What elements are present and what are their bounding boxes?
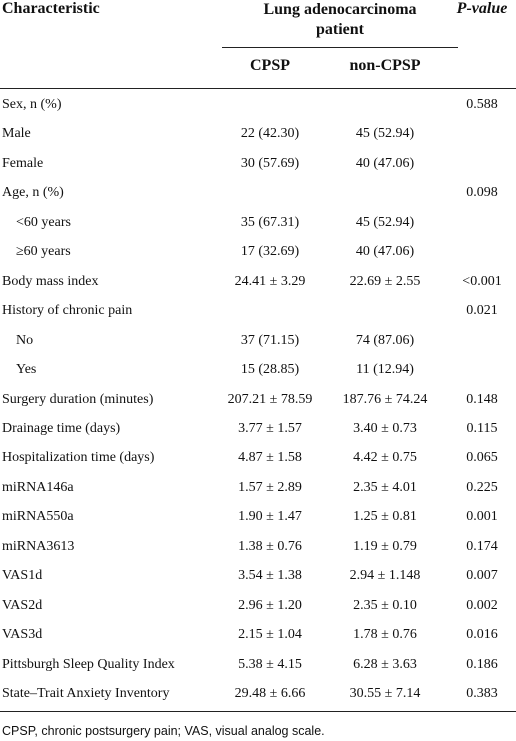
non-cpsp-cell: 74 (87.06) (355, 332, 415, 348)
p-value-cell: 0.148 (466, 391, 498, 407)
cpsp-cell: 29.48 ± 6.66 (234, 686, 306, 701)
row-label: <60 years (16, 214, 71, 230)
non-cpsp-cell: 22.69 ± 2.55 (349, 273, 421, 289)
row-label: miRNA550a (2, 509, 74, 525)
header-group: Lung adenocarcinoma patient (263, 1, 417, 38)
cpsp-cell: 1.90 ± 1.47 (238, 509, 302, 525)
non-cpsp-cell: 1.25 ± 0.81 (353, 509, 417, 525)
non-cpsp-cell: 4.42 ± 0.75 (353, 450, 417, 466)
non-cpsp-cell: 11 (12.94) (356, 362, 414, 378)
row-label: VAS1d (2, 568, 43, 584)
cpsp-cell: 24.41 ± 3.29 (234, 273, 306, 289)
row-label: State–Trait Anxiety Inventory (2, 686, 170, 701)
non-cpsp-cell: 3.40 ± 0.73 (353, 420, 417, 436)
p-value-cell: 0.007 (466, 568, 498, 584)
cpsp-cell: 207.21 ± 78.59 (227, 391, 313, 407)
row-label: Pittsburgh Sleep Quality Index (2, 656, 175, 672)
p-value-cell: <0.001 (462, 273, 502, 289)
non-cpsp-cell: 187.76 ± 74.24 (342, 391, 428, 407)
cpsp-cell: 1.57 ± 2.89 (238, 479, 302, 495)
cpsp-cell: 35 (67.31) (240, 214, 300, 230)
row-label: Yes (16, 362, 37, 378)
p-value-cell: 0.115 (466, 420, 498, 436)
non-cpsp-cell: 2.35 ± 0.10 (353, 597, 417, 613)
cpsp-cell: 30 (57.69) (240, 155, 300, 171)
header-rule (0, 88, 516, 89)
p-value-cell: 0.098 (466, 185, 498, 201)
footnote: CPSP, chronic postsurgery pain; VAS, vis… (2, 724, 325, 738)
cpsp-cell: 22 (42.30) (240, 126, 300, 142)
row-label: Age, n (%) (2, 185, 64, 201)
row-label: Female (2, 155, 44, 171)
non-cpsp-cell: 40 (47.06) (355, 155, 415, 171)
non-cpsp-cell: 6.28 ± 3.63 (353, 656, 417, 672)
row-label: miRNA146a (2, 479, 74, 495)
cpsp-cell: 2.15 ± 1.04 (238, 627, 302, 643)
p-value-cell: 0.186 (466, 656, 498, 672)
bottom-rule (0, 711, 516, 712)
row-label: VAS3d (2, 627, 43, 643)
non-cpsp-cell: 1.78 ± 0.76 (353, 627, 417, 643)
header-characteristic: Characteristic (2, 0, 100, 17)
cpsp-cell: 15 (28.85) (240, 362, 300, 378)
row-label: Surgery duration (minutes) (2, 391, 154, 407)
cpsp-cell: 1.38 ± 0.76 (238, 538, 302, 554)
non-cpsp-cell: 1.19 ± 0.79 (353, 538, 417, 554)
cpsp-cell: 17 (32.69) (240, 244, 300, 260)
cpsp-cell: 37 (71.15) (240, 332, 300, 348)
group-rule (222, 47, 458, 48)
non-cpsp-cell: 2.94 ± 1.148 (349, 568, 421, 584)
cpsp-cell: 5.38 ± 4.15 (238, 656, 302, 672)
header-p-value: P-value (456, 0, 508, 17)
p-value-cell: 0.225 (466, 479, 498, 495)
row-label: VAS2d (2, 597, 43, 613)
row-label: Body mass index (2, 273, 99, 289)
p-value-cell: 0.021 (466, 303, 498, 319)
p-value-cell: 0.588 (466, 97, 498, 112)
row-label: miRNA3613 (2, 538, 75, 554)
non-cpsp-cell: 30.55 ± 7.14 (349, 686, 421, 701)
p-value-cell: 0.383 (466, 686, 498, 701)
cpsp-cell: 2.96 ± 1.20 (238, 597, 302, 613)
non-cpsp-cell: 40 (47.06) (355, 244, 415, 260)
cpsp-cell: 3.77 ± 1.57 (238, 420, 302, 436)
cpsp-cell: 4.87 ± 1.58 (238, 450, 302, 466)
cpsp-cell: 3.54 ± 1.38 (238, 568, 302, 584)
row-label: No (16, 332, 34, 348)
row-label: Hospitalization time (days) (2, 450, 155, 466)
row-label: Sex, n (%) (2, 97, 62, 112)
non-cpsp-cell: 2.35 ± 4.01 (353, 479, 417, 495)
row-label: History of chronic pain (2, 303, 133, 319)
header-non-cpsp: non-CPSP (349, 57, 421, 74)
row-label: Drainage time (days) (2, 420, 121, 436)
row-label: ≥60 years (16, 244, 71, 260)
p-value-cell: 0.001 (466, 509, 498, 525)
p-value-cell: 0.065 (466, 450, 498, 466)
p-value-cell: 0.002 (466, 597, 498, 613)
p-value-cell: 0.174 (466, 538, 498, 554)
p-value-cell: 0.016 (466, 627, 498, 643)
non-cpsp-cell: 45 (52.94) (355, 126, 415, 142)
row-label: Male (2, 126, 31, 142)
non-cpsp-cell: 45 (52.94) (355, 214, 415, 230)
header-cpsp: CPSP (250, 57, 290, 74)
